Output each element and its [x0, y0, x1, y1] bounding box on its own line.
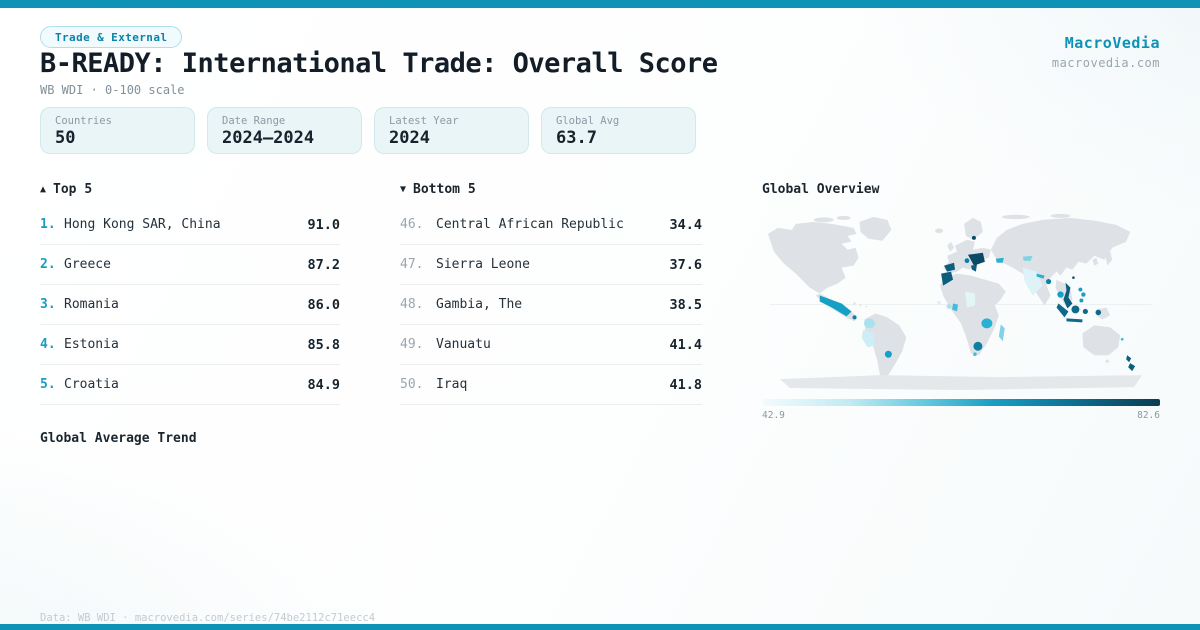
- country-score: 37.6: [669, 256, 702, 273]
- stat-cards: Countries 50 Date Range 2024–2024 Latest…: [40, 107, 696, 154]
- country-name: Iraq: [436, 377, 468, 392]
- stat-value: 50: [55, 128, 76, 148]
- stat-value: 63.7: [556, 128, 597, 148]
- rank-row: 50. Iraq 41.8: [400, 365, 702, 405]
- rank-number: 48.: [400, 297, 424, 312]
- top5-heading-label: Top 5: [53, 182, 93, 197]
- country-name: Vanuatu: [436, 337, 491, 352]
- rank-row: 5. Croatia 84.9: [40, 365, 340, 405]
- rank-row: 4. Estonia 85.8: [40, 325, 340, 365]
- country-score: 91.0: [307, 216, 340, 233]
- stat-value: 2024: [389, 128, 430, 148]
- country-score: 38.5: [669, 296, 702, 313]
- rank-row: 46. Central African Republic 34.4: [400, 205, 702, 245]
- footer-source[interactable]: Data: WB WDI · macrovedia.com/series/74b…: [40, 612, 376, 624]
- country-score: 41.8: [669, 376, 702, 393]
- world-choropleth-map: [767, 213, 1153, 391]
- down-triangle-icon: ▼: [400, 184, 407, 195]
- stat-card-latest-year: Latest Year 2024: [374, 107, 529, 154]
- country-name: Greece: [64, 257, 111, 272]
- brand-domain[interactable]: macrovedia.com: [1051, 56, 1160, 70]
- country-name: Sierra Leone: [436, 257, 530, 272]
- scale-max-label: 82.6: [1137, 410, 1160, 421]
- stat-card-date-range: Date Range 2024–2024: [207, 107, 362, 154]
- rank-row: 47. Sierra Leone 37.6: [400, 245, 702, 285]
- country-score: 87.2: [307, 256, 340, 273]
- top5-section: ▲ Top 5 1. Hong Kong SAR, China 91.0 2. …: [40, 182, 340, 405]
- bottom5-section: ▼ Bottom 5 46. Central African Republic …: [400, 182, 702, 405]
- brand-wordmark[interactable]: MacroVedia: [1064, 34, 1160, 52]
- scale-min-label: 42.9: [762, 410, 785, 421]
- color-scale-labels: 42.9 82.6: [762, 410, 1160, 421]
- stat-label: Global Avg: [556, 115, 620, 127]
- up-triangle-icon: ▲: [40, 184, 47, 195]
- top5-heading: ▲ Top 5: [40, 182, 340, 197]
- rank-number: 49.: [400, 337, 424, 352]
- page-title: B-READY: International Trade: Overall Sc…: [40, 48, 718, 79]
- rank-number: 5.: [40, 377, 56, 392]
- country-name: Gambia, The: [436, 297, 523, 312]
- map-heading: Global Overview: [762, 182, 1160, 197]
- country-name: Croatia: [64, 377, 119, 392]
- country-name: Central African Republic: [436, 217, 624, 232]
- rank-number: 50.: [400, 377, 424, 392]
- rank-number: 1.: [40, 217, 56, 232]
- rank-number: 46.: [400, 217, 424, 232]
- stat-label: Latest Year: [389, 115, 459, 127]
- top-accent-bar: [0, 0, 1200, 8]
- bottom5-heading: ▼ Bottom 5: [400, 182, 702, 197]
- stat-value: 2024–2024: [222, 128, 315, 148]
- country-name: Romania: [64, 297, 119, 312]
- trend-heading: Global Average Trend: [40, 431, 197, 446]
- stat-card-countries: Countries 50: [40, 107, 195, 154]
- stat-label: Countries: [55, 115, 112, 127]
- global-overview-section: Global Overview: [762, 182, 1160, 421]
- rank-number: 3.: [40, 297, 56, 312]
- rank-row: 1. Hong Kong SAR, China 91.0: [40, 205, 340, 245]
- bottom5-heading-label: Bottom 5: [413, 182, 476, 197]
- rank-row: 2. Greece 87.2: [40, 245, 340, 285]
- country-score: 85.8: [307, 336, 340, 353]
- rank-number: 2.: [40, 257, 56, 272]
- rank-row: 49. Vanuatu 41.4: [400, 325, 702, 365]
- bottom-accent-bar: [0, 624, 1200, 630]
- rank-number: 47.: [400, 257, 424, 272]
- stat-label: Date Range: [222, 115, 286, 127]
- country-name: Hong Kong SAR, China: [64, 217, 221, 232]
- country-name: Estonia: [64, 337, 119, 352]
- rank-number: 4.: [40, 337, 56, 352]
- country-score: 34.4: [669, 216, 702, 233]
- page-subtitle: WB WDI · 0-100 scale: [40, 83, 185, 97]
- rank-row: 48. Gambia, The 38.5: [400, 285, 702, 325]
- country-score: 41.4: [669, 336, 702, 353]
- choropleth-color-scale: [762, 399, 1160, 406]
- country-score: 86.0: [307, 296, 340, 313]
- rank-row: 3. Romania 86.0: [40, 285, 340, 325]
- top5-list: 1. Hong Kong SAR, China 91.0 2. Greece 8…: [40, 205, 340, 405]
- category-badge[interactable]: Trade & External: [40, 26, 183, 48]
- bottom5-list: 46. Central African Republic 34.4 47. Si…: [400, 205, 702, 405]
- stat-card-global-avg: Global Avg 63.7: [541, 107, 696, 154]
- country-score: 84.9: [307, 376, 340, 393]
- map-heading-label: Global Overview: [762, 182, 880, 197]
